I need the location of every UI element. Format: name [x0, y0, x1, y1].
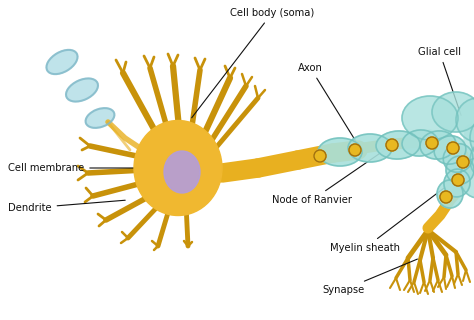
Circle shape [314, 150, 326, 162]
Ellipse shape [318, 138, 362, 166]
Ellipse shape [443, 144, 473, 172]
Ellipse shape [376, 131, 420, 159]
Ellipse shape [470, 140, 474, 180]
Ellipse shape [402, 96, 458, 140]
Text: Axon: Axon [298, 63, 358, 146]
Circle shape [386, 139, 398, 151]
Ellipse shape [444, 169, 470, 197]
Ellipse shape [164, 151, 200, 193]
Text: Node of Ranvier: Node of Ranvier [272, 147, 390, 205]
Text: Glial cell: Glial cell [418, 47, 461, 116]
Ellipse shape [434, 136, 466, 164]
Circle shape [452, 174, 464, 186]
Ellipse shape [456, 98, 474, 142]
Ellipse shape [446, 156, 474, 184]
Ellipse shape [432, 92, 474, 132]
Ellipse shape [348, 134, 392, 162]
Ellipse shape [470, 116, 474, 160]
Circle shape [447, 142, 459, 154]
Ellipse shape [134, 121, 222, 215]
Ellipse shape [66, 78, 98, 101]
Ellipse shape [46, 50, 78, 74]
Ellipse shape [460, 158, 474, 198]
Ellipse shape [437, 180, 463, 208]
Ellipse shape [402, 130, 438, 156]
Ellipse shape [420, 131, 456, 159]
Ellipse shape [86, 108, 114, 128]
Circle shape [426, 137, 438, 149]
Text: Cell body (soma): Cell body (soma) [191, 8, 314, 118]
Circle shape [457, 156, 469, 168]
Text: Cell membrane: Cell membrane [8, 163, 137, 173]
Text: Myelin sheath: Myelin sheath [330, 187, 446, 253]
Text: Dendrite: Dendrite [8, 200, 125, 213]
Circle shape [440, 191, 452, 203]
Text: Synapse: Synapse [322, 259, 418, 295]
Circle shape [349, 144, 361, 156]
